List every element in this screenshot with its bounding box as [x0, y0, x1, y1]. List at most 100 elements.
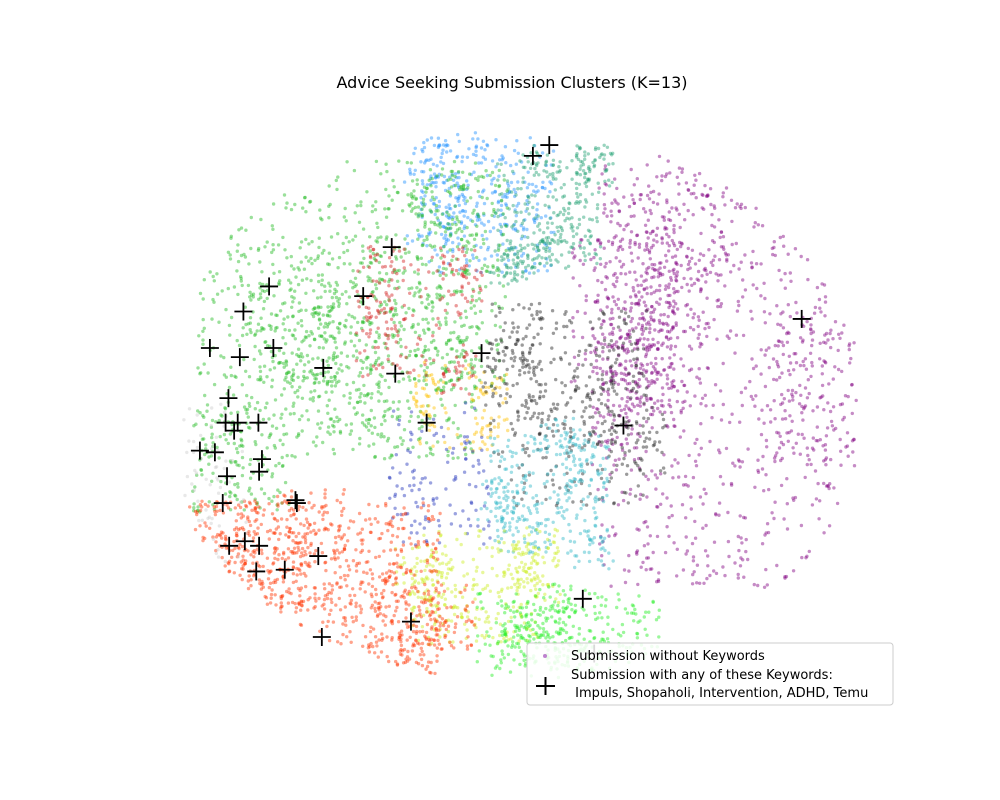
data-point	[332, 419, 336, 424]
data-point	[399, 512, 403, 517]
data-point	[586, 177, 590, 181]
data-point	[334, 289, 339, 294]
data-point	[497, 476, 501, 480]
data-point	[505, 189, 509, 193]
data-point	[516, 187, 520, 191]
data-point	[638, 423, 642, 428]
data-point	[567, 496, 571, 500]
data-point	[498, 281, 502, 285]
data-point	[625, 332, 630, 336]
data-point	[779, 402, 783, 407]
data-point	[383, 264, 387, 269]
data-point	[538, 261, 542, 266]
data-point	[235, 497, 239, 502]
data-point	[662, 265, 667, 269]
data-point	[628, 245, 632, 249]
data-point	[805, 258, 810, 262]
data-point	[523, 165, 527, 170]
data-point	[393, 270, 397, 274]
data-point	[776, 365, 781, 369]
data-point	[578, 463, 582, 467]
data-point	[449, 360, 454, 364]
data-point	[614, 373, 618, 377]
data-point	[599, 241, 603, 245]
data-point	[370, 321, 374, 325]
data-point	[509, 163, 513, 168]
data-point	[275, 313, 279, 318]
data-point	[510, 490, 515, 494]
data-point	[383, 250, 387, 255]
data-point	[542, 264, 547, 268]
data-point	[501, 349, 505, 354]
data-point	[458, 370, 462, 374]
data-point	[467, 241, 471, 245]
data-point	[474, 508, 478, 512]
data-point	[521, 443, 525, 448]
data-point	[667, 305, 671, 310]
data-point	[728, 420, 732, 425]
data-point	[435, 292, 439, 296]
data-point	[249, 457, 253, 462]
data-point	[230, 422, 234, 427]
cluster-5	[354, 244, 484, 396]
data-point	[219, 479, 223, 484]
data-point	[824, 341, 828, 345]
data-point	[708, 439, 712, 444]
data-point	[482, 211, 486, 216]
data-point	[520, 221, 524, 226]
data-point	[635, 356, 639, 361]
data-point	[582, 433, 586, 438]
data-point	[401, 278, 405, 283]
data-point	[488, 436, 493, 440]
data-point	[511, 258, 515, 262]
data-point	[820, 383, 825, 388]
data-point	[634, 294, 638, 299]
data-point	[804, 367, 809, 371]
data-point	[803, 404, 808, 408]
data-point	[474, 145, 478, 150]
data-point	[594, 353, 599, 358]
data-point	[632, 446, 637, 450]
data-point	[692, 281, 697, 286]
data-point	[811, 436, 815, 440]
data-point	[270, 472, 275, 476]
data-point	[453, 369, 457, 373]
data-point	[691, 475, 696, 480]
data-point	[374, 367, 378, 371]
data-point	[402, 428, 407, 432]
data-point	[430, 377, 435, 381]
data-point	[320, 278, 324, 282]
data-point	[420, 213, 425, 218]
data-point	[470, 233, 474, 237]
data-point	[739, 202, 744, 206]
data-point	[729, 481, 734, 486]
data-point	[657, 329, 661, 334]
data-point	[319, 371, 323, 376]
data-point	[422, 204, 426, 208]
data-point	[396, 341, 400, 345]
data-point	[556, 493, 560, 497]
data-point	[448, 446, 452, 450]
data-point	[549, 468, 553, 473]
data-point	[461, 246, 465, 250]
data-point	[765, 404, 770, 408]
data-point	[453, 383, 457, 387]
data-point	[536, 502, 540, 506]
data-point	[534, 170, 538, 175]
data-point	[627, 372, 632, 376]
data-point	[608, 379, 612, 383]
data-point	[379, 392, 383, 396]
data-point	[597, 186, 601, 190]
data-point	[635, 358, 640, 362]
data-point	[467, 440, 471, 444]
data-point	[672, 417, 676, 422]
data-point	[567, 201, 571, 205]
data-point	[623, 420, 628, 424]
data-point	[491, 265, 495, 269]
data-point	[380, 374, 384, 379]
data-point	[480, 433, 484, 437]
data-point	[681, 400, 685, 404]
data-point	[388, 476, 392, 480]
data-point	[455, 354, 459, 359]
data-point	[411, 308, 415, 312]
